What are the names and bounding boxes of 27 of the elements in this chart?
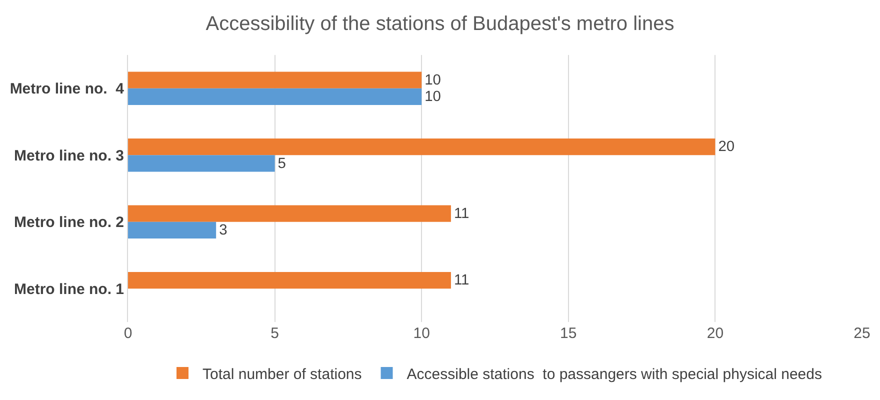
data-label: 11 [454, 206, 470, 222]
x-tick-label: 25 [854, 325, 870, 342]
data-label: 5 [278, 156, 286, 172]
x-tick-label: 20 [706, 325, 724, 342]
y-tick-label: Metro line no. 4 [10, 80, 125, 98]
y-tick-label: Metro line no. 2 [14, 214, 124, 232]
bar [128, 205, 451, 222]
data-label: 10 [424, 72, 441, 88]
x-tick-label: 5 [270, 325, 279, 342]
chart-title: Accessibility of the stations of Budapest's metro lines [206, 13, 674, 35]
bar [128, 272, 451, 289]
legend-label: Total number of stations [202, 366, 362, 383]
data-label: 20 [718, 139, 735, 156]
data-label: 3 [219, 222, 228, 239]
legend-label: Accessible stations to passangers with special physical needs [406, 366, 822, 383]
y-tick-label: Metro line no. 1 [14, 280, 124, 298]
bar [128, 222, 216, 239]
bar [128, 138, 716, 156]
x-tick-label: 0 [124, 325, 132, 342]
bar [128, 155, 275, 172]
x-tick-label: 15 [560, 325, 577, 342]
bar [128, 72, 422, 88]
y-tick-label: Metro line no. 3 [14, 147, 124, 164]
x-tick-label: 10 [413, 325, 430, 342]
bar [128, 88, 422, 106]
data-label: 11 [454, 272, 470, 289]
data-label: 10 [424, 89, 441, 106]
